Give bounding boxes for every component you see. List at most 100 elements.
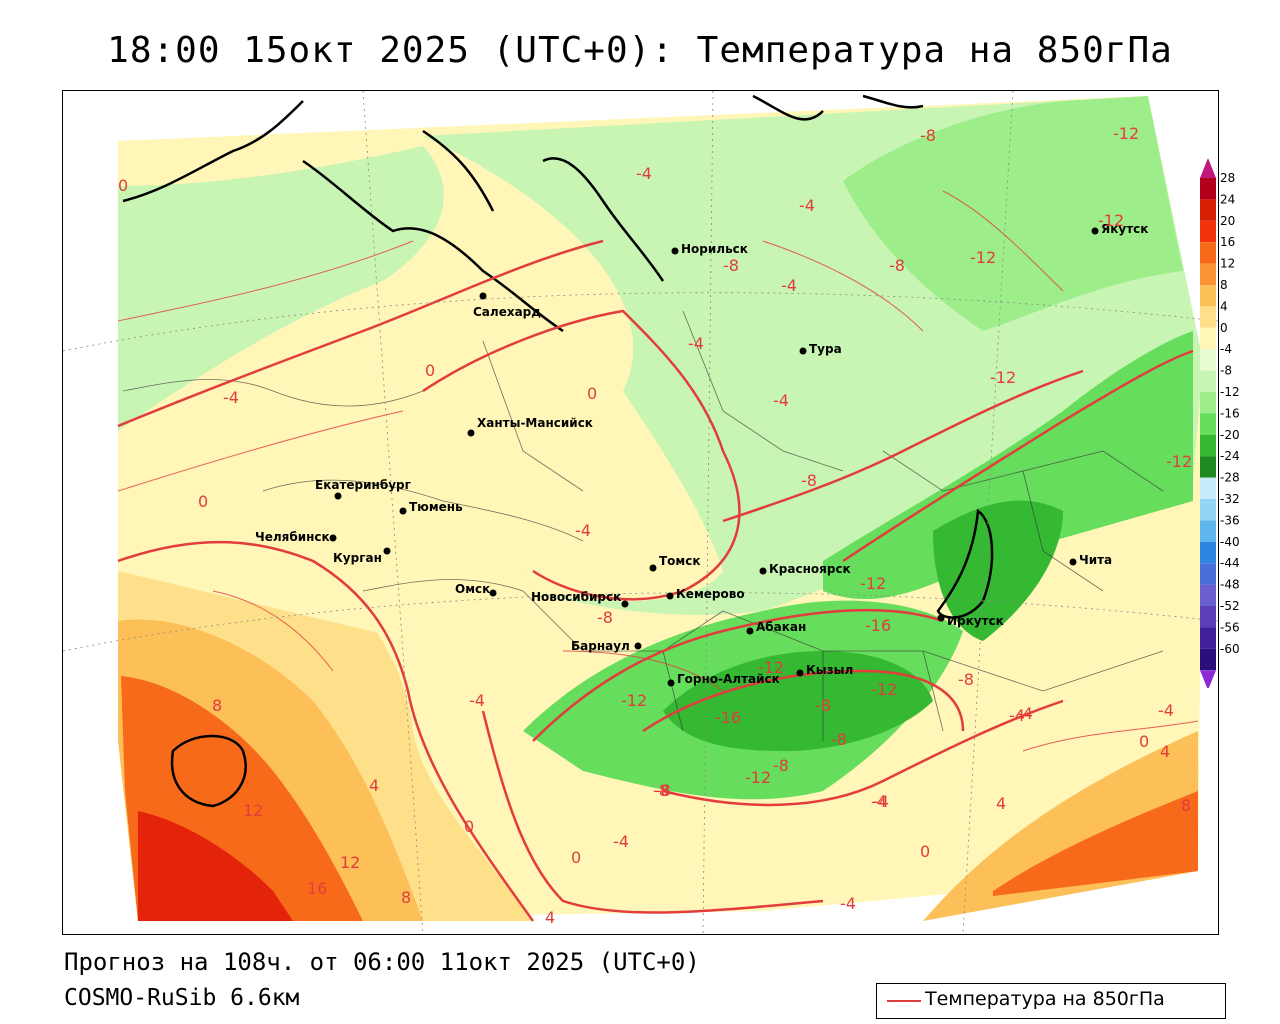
isotherm-label: 0 [587,384,597,403]
svg-text:Ханты-Мансийск: Ханты-Мансийск [477,416,593,430]
legend-line-sample [887,1000,921,1002]
colorbar-swatch [1200,199,1216,221]
isotherm-label: -12 [621,691,647,710]
isotherm-label: -8 [655,781,671,800]
colorbar-tick-label: -20 [1220,428,1240,442]
temp-zone-green-dark [663,651,933,751]
city-kyzyl[interactable]: Кызыл [796,663,854,677]
colorbar-swatch [1200,178,1216,200]
region-borders [122,310,1164,741]
colorbar-swatch [1200,606,1216,628]
isotherm-label: -8 [889,256,905,275]
isotherm-label: -4 [575,521,591,540]
isotherm-label: -8 [773,756,789,775]
colorbar-tick-label: -32 [1220,492,1240,506]
lake-baikal [936,508,994,619]
svg-text:Кызыл: Кызыл [806,663,853,677]
colorbar-swatch [1200,541,1216,564]
isotherm-label: -8 [920,126,936,145]
isotherm-label: -4 [688,334,704,353]
isotherm-label: -12 [860,574,886,593]
colorbar-tick-label: -56 [1220,620,1240,634]
isotherm-label: 12 [243,801,263,820]
isotherm-label: 4 [545,908,555,927]
city-tura[interactable]: Тура [799,342,842,356]
isotherm-label: -4 [871,792,887,811]
svg-text:Екатеринбург: Екатеринбург [315,478,411,492]
isotherm-label: -4 [1017,704,1033,723]
city-yakutsk[interactable]: Якутск [1091,222,1149,236]
svg-text:Барнаул: Барнаул [571,639,630,653]
city-chita[interactable]: Чита [1069,553,1113,567]
isotherm-label: -4 [840,894,856,913]
city-omsk[interactable]: Омск [455,582,497,597]
temperature-map[interactable]: Салехард Норильск Якутск Тура Ханты-Манс… [62,90,1219,935]
city-novosibirsk[interactable]: Новосибирск [531,590,629,608]
svg-text:Салехард: Салехард [473,305,541,319]
temp-zone-west-siberia [515,391,723,602]
colorbar-tick-label: -8 [1220,364,1232,378]
isotherm-label: 12 [340,853,360,872]
isotherm-label: 8 [1181,796,1191,815]
colorbar-swatch [1200,456,1216,478]
isotherm-label: -12 [970,248,996,267]
isotherm-label: 0 [920,842,930,861]
svg-text:Иркутск: Иркутск [947,614,1004,628]
city-tyumen[interactable]: Тюмень [399,500,464,515]
isotherm-label: -8 [597,608,613,627]
isotherm-label: -4 [613,832,629,851]
isotherm-label: -4 [469,691,485,710]
temp-zone-baikal [933,500,1063,641]
city-kemerovo[interactable]: Кемерово [666,587,745,601]
city-kurgan[interactable]: Курган [333,547,391,566]
city-irkutsk[interactable]: Иркутск [937,614,1004,628]
isotherm-label: 4 [369,776,379,795]
city-salekhard[interactable]: Салехард [473,292,541,320]
colorbar-swatch [1200,477,1216,499]
temp-zone-green-north [843,96,1183,331]
city-barnaul[interactable]: Барнаул [571,639,642,653]
isotherm-label: 0 [464,817,474,836]
colorbar-tick-label: 24 [1220,192,1235,206]
isotherm-label: -12 [758,658,784,677]
colorbar-tick-label: -60 [1220,642,1240,656]
isotherm-label: -4 [781,276,797,295]
isotherm-label: -16 [865,616,891,635]
arctic-coastline [122,94,924,333]
city-abakan[interactable]: Абакан [746,620,807,635]
colorbar-tick-label: -4 [1220,342,1232,356]
isotherm-minus12 [642,349,1194,733]
isotherm-label: 0 [425,361,435,380]
city-markers: Салехард Норильск Якутск Тура Ханты-Манс… [255,222,1148,687]
isotherm-label: -4 [1009,706,1025,725]
isotherm-label: -8 [958,670,974,689]
isotherm-label: 8 [401,888,411,907]
isotherm-label: -4 [1158,701,1174,720]
isotherm-minus8 [532,369,1084,807]
isotherm-label: 0 [571,848,581,867]
svg-text:Норильск: Норильск [681,242,748,256]
isotherm-label: -4 [223,388,239,407]
colorbar-tick-label: -28 [1220,471,1240,485]
svg-text:Курган: Курган [333,551,382,565]
svg-text:Новосибирск: Новосибирск [531,590,621,604]
temp-zone-12-16 [138,811,293,921]
city-chelyabinsk[interactable]: Челябинск [255,530,337,544]
isotherm-label: -12 [990,368,1016,387]
colorbar-tick-label: -12 [1220,385,1240,399]
city-krasnoyarsk[interactable]: Красноярск [759,562,851,576]
colorbar-tick-label: 0 [1220,321,1228,335]
svg-text:Абакан: Абакан [756,620,806,634]
city-yekaterinburg[interactable]: Екатеринбург [315,478,411,500]
city-gorno-altaysk[interactable]: Горно-Алтайск [667,672,780,687]
legend: Температура на 850гПа [876,983,1226,1019]
svg-text:Томск: Томск [659,554,701,568]
isotherm-minus4 [422,309,824,914]
city-norilsk[interactable]: Норильск [671,242,748,256]
svg-text:Тура: Тура [809,342,842,356]
svg-text:Горно-Алтайск: Горно-Алтайск [677,672,780,686]
colorbar-swatch [1200,499,1216,521]
city-khanty-mansiysk[interactable]: Ханты-Мансийск [467,416,593,437]
city-tomsk[interactable]: Томск [649,554,701,572]
colorbar-swatch [1200,370,1216,392]
